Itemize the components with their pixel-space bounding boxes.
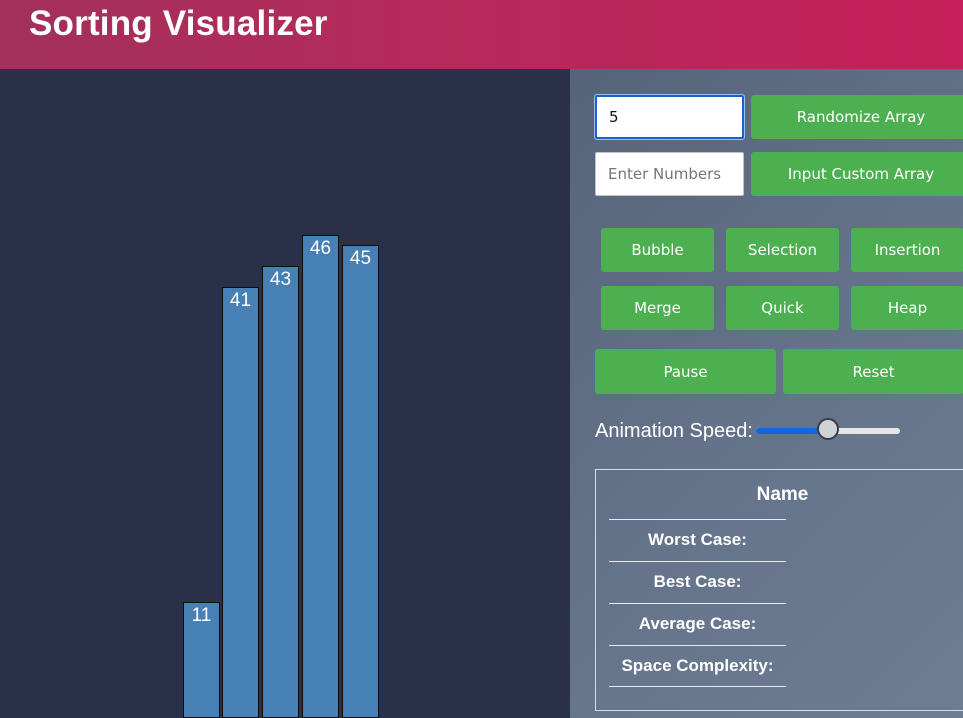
app-header: Sorting Visualizer [0,0,963,69]
custom-array-input[interactable] [595,152,744,196]
visualization-area: 11 41 43 46 45 [0,69,570,718]
array-bar: 41 [222,287,259,718]
array-bar: 43 [262,266,299,718]
input-custom-array-button[interactable]: Input Custom Array [751,152,963,196]
complexity-table: Name Worst Case: Best Case: Average Case… [595,469,963,711]
algorithm-name-label: Name [596,484,963,506]
bar-value: 45 [343,246,378,270]
table-divider [609,686,786,687]
average-case-label: Average Case: [609,603,786,645]
bar-value: 11 [184,603,219,627]
randomize-array-button[interactable]: Randomize Array [751,95,963,139]
animation-speed-label: Animation Speed: [595,420,753,443]
slider-thumb[interactable] [817,418,839,440]
selection-sort-button[interactable]: Selection [726,228,839,272]
pause-button[interactable]: Pause [595,349,776,394]
array-size-input[interactable] [595,95,744,139]
bar-value: 41 [223,288,258,312]
array-bar: 46 [302,235,339,718]
merge-sort-button[interactable]: Merge [601,286,714,330]
array-bar: 45 [342,245,379,718]
best-case-label: Best Case: [609,561,786,603]
control-panel: Randomize Array Input Custom Array Bubbl… [570,69,963,718]
animation-speed-slider[interactable] [756,428,900,434]
reset-button[interactable]: Reset [783,349,963,394]
bar-value: 43 [263,267,298,291]
worst-case-label: Worst Case: [609,519,786,561]
app-title: Sorting Visualizer [29,4,328,44]
bubble-sort-button[interactable]: Bubble [601,228,714,272]
bar-value: 46 [303,236,338,260]
quick-sort-button[interactable]: Quick [726,286,839,330]
heap-sort-button[interactable]: Heap [851,286,963,330]
array-bar: 11 [183,602,220,718]
insertion-sort-button[interactable]: Insertion [851,228,963,272]
space-complexity-label: Space Complexity: [609,645,786,687]
